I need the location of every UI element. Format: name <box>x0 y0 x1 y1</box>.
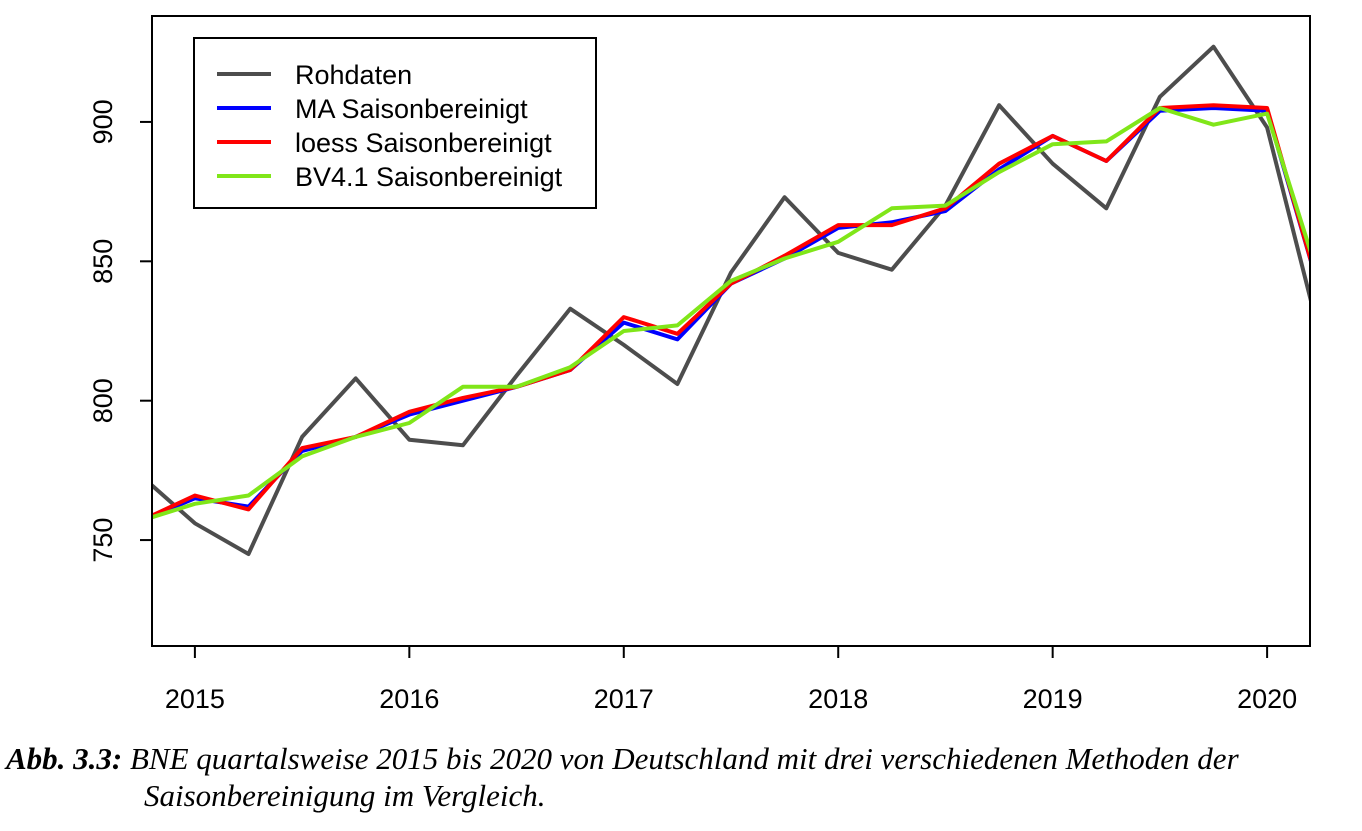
series-line-4 <box>152 106 1310 520</box>
caption-text-line2: Saisonbereinigung im Vergleich. <box>144 778 546 813</box>
legend-label-2: MA Saisonbereinigt <box>295 94 528 124</box>
series-line-3 <box>152 103 1310 518</box>
plot-frame <box>151 15 1311 647</box>
x-axis: 2015 2016 2017 2018 2019 2020 <box>165 646 1297 714</box>
series-layer <box>152 44 1310 556</box>
legend-label-3: loess Saisonbereinigt <box>295 128 552 158</box>
y-tick-label: 850 <box>88 239 118 284</box>
legend-label-4: BV4.1 Saisonbereinigt <box>295 162 563 192</box>
y-axis: 750 800 850 900 <box>88 99 152 563</box>
y-tick-label: 900 <box>88 99 118 144</box>
caption-text-line1: BNE quartalsweise 2015 bis 2020 von Deut… <box>130 741 1239 776</box>
line-chart: 2015 2016 2017 2018 2019 2020 750 800 850 900 Ro… <box>88 15 1311 714</box>
x-tick-label: 2019 <box>1023 684 1083 714</box>
caption-label: Abb. 3.3: <box>6 741 123 776</box>
legend-box <box>193 37 597 209</box>
legend: Rohdaten MA Saisonbereinigt loess Saisonbe… <box>193 37 597 209</box>
x-tick-label: 2016 <box>379 684 439 714</box>
series-line-1 <box>152 44 1310 556</box>
x-tick-label: 2017 <box>594 684 654 714</box>
figure-caption: Abb. 3.3: BNE quartalsweise 2015 bis 202… <box>6 740 1360 814</box>
x-tick-label: 2015 <box>165 684 225 714</box>
x-tick-label: 2018 <box>808 684 868 714</box>
legend-label-1: Rohdaten <box>295 60 412 90</box>
y-tick-label: 800 <box>88 378 118 423</box>
x-tick-label: 2020 <box>1237 684 1297 714</box>
y-tick-label: 750 <box>88 518 118 563</box>
